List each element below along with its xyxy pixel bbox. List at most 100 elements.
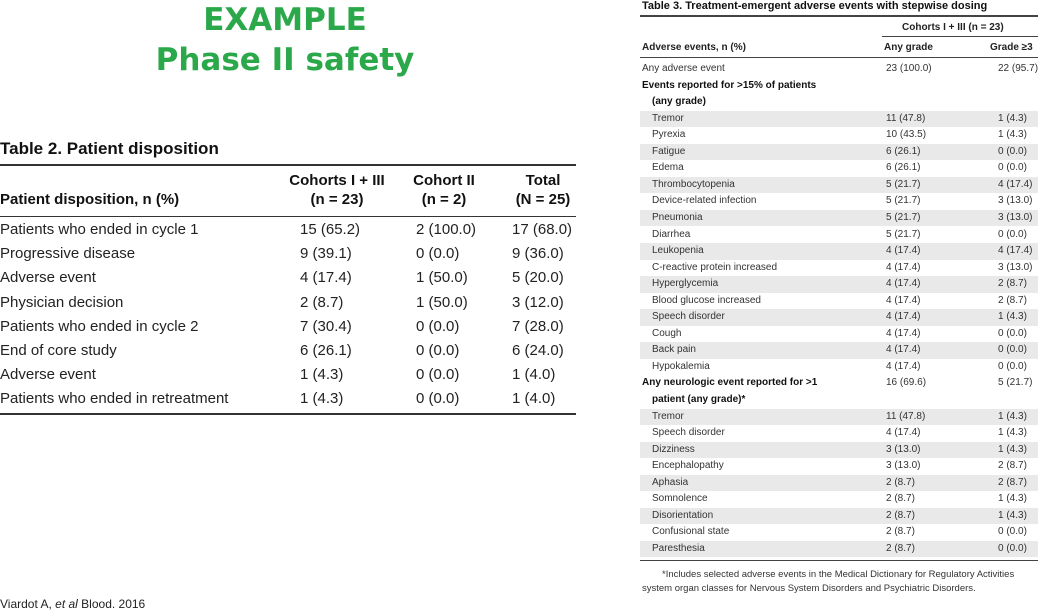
table-cell-grade3: 0 (0.0) (998, 360, 1027, 372)
table-cell-value: 6 (24.0) (512, 342, 564, 359)
table-cell-grade3: 3 (13.0) (998, 211, 1033, 223)
table-cell-value: 9 (36.0) (512, 245, 564, 263)
table-row: Edema 6 (26.1) 0 (0.0) (640, 160, 1038, 177)
table-cell-any-grade: 4 (17.4) (886, 261, 921, 273)
title-line-2: Phase II safety (155, 42, 415, 78)
table-row: Leukopenia 4 (17.4) 4 (17.4) (640, 243, 1038, 260)
table-cell-any-grade: 3 (13.0) (886, 460, 921, 472)
table-row: Patients who ended in cycle 2 7 (30.4) 0 (… (0, 318, 580, 342)
table-cell-grade3: 2 (8.7) (998, 476, 1027, 488)
table-cell-any-grade: 11 (47.8) (886, 112, 926, 124)
table-cell-grade3: 0 (0.0) (998, 327, 1027, 339)
table-cell-grade3: 5 (21.7) (998, 377, 1033, 389)
table2-header-col1: Cohorts I + III (n = 23) (289, 172, 385, 208)
table-cell-value: 7 (28.0) (512, 317, 564, 335)
table-cell-grade3: 1 (4.3) (998, 410, 1027, 422)
table-cell-any-grade: 5 (21.7) (886, 195, 921, 207)
table-row: Thrombocytopenia 5 (21.7) 4 (17.4) (640, 176, 1038, 194)
table-cell-label: Speech disorder (652, 427, 725, 439)
table-cell-grade3: 2 (8.7) (998, 294, 1027, 306)
table-cell-label: Diarrhea (652, 228, 691, 240)
table-cell-value: 1 (50.0) (416, 293, 468, 311)
table-cell-grade3: 0 (0.0) (998, 162, 1027, 174)
table-cell-value: 3 (12.0) (512, 293, 564, 311)
table-cell-value: 1 (4.3) (300, 390, 344, 408)
table-cell-grade3: 3 (13.0) (998, 261, 1033, 273)
table-cell-label: Thrombocytopenia (652, 178, 735, 190)
table-row: Dizziness 3 (13.0) 1 (4.3) (640, 441, 1038, 459)
table-cell-grade3: 3 (13.0) (998, 195, 1033, 207)
table-cell-label: Pyrexia (652, 129, 686, 141)
table3-header-rule (640, 57, 1038, 58)
table-cell-value: 0 (0.0) (416, 390, 460, 408)
table2-caption: Table 2. Patient disposition (0, 139, 219, 158)
table-row: Tremor 11 (47.8) 1 (4.3) (640, 110, 1038, 128)
table-cell-any-grade: 4 (17.4) (886, 360, 921, 372)
table-cell-value: 0 (0.0) (416, 366, 460, 384)
table-cell-any-grade: 4 (17.4) (886, 327, 921, 339)
table-cell-label: End of core study (0, 342, 117, 359)
table3-header-event: Adverse events, n (%) (642, 42, 746, 53)
table-cell-any-grade: 4 (17.4) (886, 294, 921, 306)
table-cell-any-grade: 11 (47.8) (886, 410, 926, 422)
table-cell-any-grade: 4 (17.4) (886, 344, 921, 356)
table-row: Cough 4 (17.4) 0 (0.0) (640, 326, 1038, 343)
table2-header-rule (0, 216, 576, 217)
table-cell-label: Fatigue (652, 145, 686, 157)
table-cell-grade3: 2 (8.7) (998, 278, 1027, 290)
table2-bottom-rule (0, 413, 576, 415)
table2-header-col3: Total (N = 25) (515, 172, 571, 208)
table-cell-any-grade: 2 (8.7) (886, 509, 915, 521)
table-cell-label: Patients who ended in cycle 1 (0, 221, 199, 238)
table3-caption: Table 3. Treatment-emergent adverse even… (642, 0, 988, 12)
table-cell-label: Aphasia (652, 476, 689, 488)
table-cell-grade3: 1 (4.3) (998, 427, 1027, 439)
table-cell-grade3: 1 (4.3) (998, 443, 1027, 455)
table-row: Pyrexia 10 (43.5) 1 (4.3) (640, 127, 1038, 144)
table-cell-value: 5 (20.0) (512, 269, 564, 287)
table-cell-value: 0 (0.0) (416, 317, 460, 335)
table-cell-label: C-reactive protein increased (652, 261, 778, 273)
table-cell-label: Any adverse event (642, 63, 725, 74)
table-row: Paresthesia 2 (8.7) 0 (0.0) (640, 540, 1038, 558)
table-cell-any-grade: 5 (21.7) (886, 211, 921, 223)
table-row: Somnolence 2 (8.7) 1 (4.3) (640, 491, 1038, 508)
table-row: (any grade) (640, 94, 1038, 111)
table-cell-any-grade: 5 (21.7) (886, 228, 921, 240)
table-cell-label: Paresthesia (652, 542, 705, 554)
table-cell-label: Confusional state (652, 526, 730, 538)
table-cell-label: Adverse event (0, 366, 96, 384)
table2-header-col0: Patient disposition, n (%) (0, 191, 180, 208)
table-cell-value: 1 (4.0) (512, 390, 556, 408)
table-row: Aphasia 2 (8.7) 2 (8.7) (640, 474, 1038, 492)
table-cell-label: Dizziness (652, 443, 695, 455)
table-row: Speech disorder 4 (17.4) 1 (4.3) (640, 425, 1038, 442)
table-row: Patients who ended in cycle 1 15 (65.2) 2 … (0, 221, 580, 245)
table-cell-value: 15 (65.2) (300, 221, 361, 238)
table-row: Speech disorder 4 (17.4) 1 (4.3) (640, 309, 1038, 326)
table-cell-grade3: 4 (17.4) (998, 245, 1033, 257)
table-cell-grade3: 0 (0.0) (998, 344, 1027, 356)
table-row: patient (any grade)* (640, 392, 1038, 409)
table-cell-any-grade: 4 (17.4) (886, 311, 921, 323)
table-cell-grade3: 22 (95.7) (998, 63, 1039, 74)
table2-header-col2: Cohort II (n = 2) (413, 172, 475, 208)
table-row: Hyperglycemia 4 (17.4) 2 (8.7) (640, 276, 1038, 293)
table-row: C-reactive protein increased 4 (17.4) 3 (1… (640, 260, 1038, 277)
table-cell-value: 0 (0.0) (416, 342, 460, 359)
table-cell-grade3: 1 (4.3) (998, 509, 1027, 521)
table3-header-grade3: Grade ≥3 (990, 42, 1033, 53)
table-cell-any-grade: 10 (43.5) (886, 129, 927, 141)
table-row: Blood glucose increased 4 (17.4) 2 (8.7) (640, 293, 1038, 310)
table-cell-grade3: 1 (4.3) (998, 493, 1027, 505)
table-row: Patients who ended in retreatment 1 (4.3)… (0, 390, 580, 414)
table-cell-value: 1 (4.0) (512, 366, 556, 384)
table-cell-grade3: 0 (0.0) (998, 228, 1027, 240)
table-row: Pneumonia 5 (21.7) 3 (13.0) (640, 209, 1038, 227)
table-cell-grade3: 1 (4.3) (998, 311, 1027, 323)
table-row: Hypokalemia 4 (17.4) 0 (0.0) (640, 359, 1038, 376)
table3-bottom-rule (640, 560, 1038, 561)
table-cell-label: Encephalopathy (652, 460, 724, 472)
table-cell-any-grade: 6 (26.1) (886, 145, 921, 157)
table-cell-label: Hyperglycemia (652, 278, 719, 290)
